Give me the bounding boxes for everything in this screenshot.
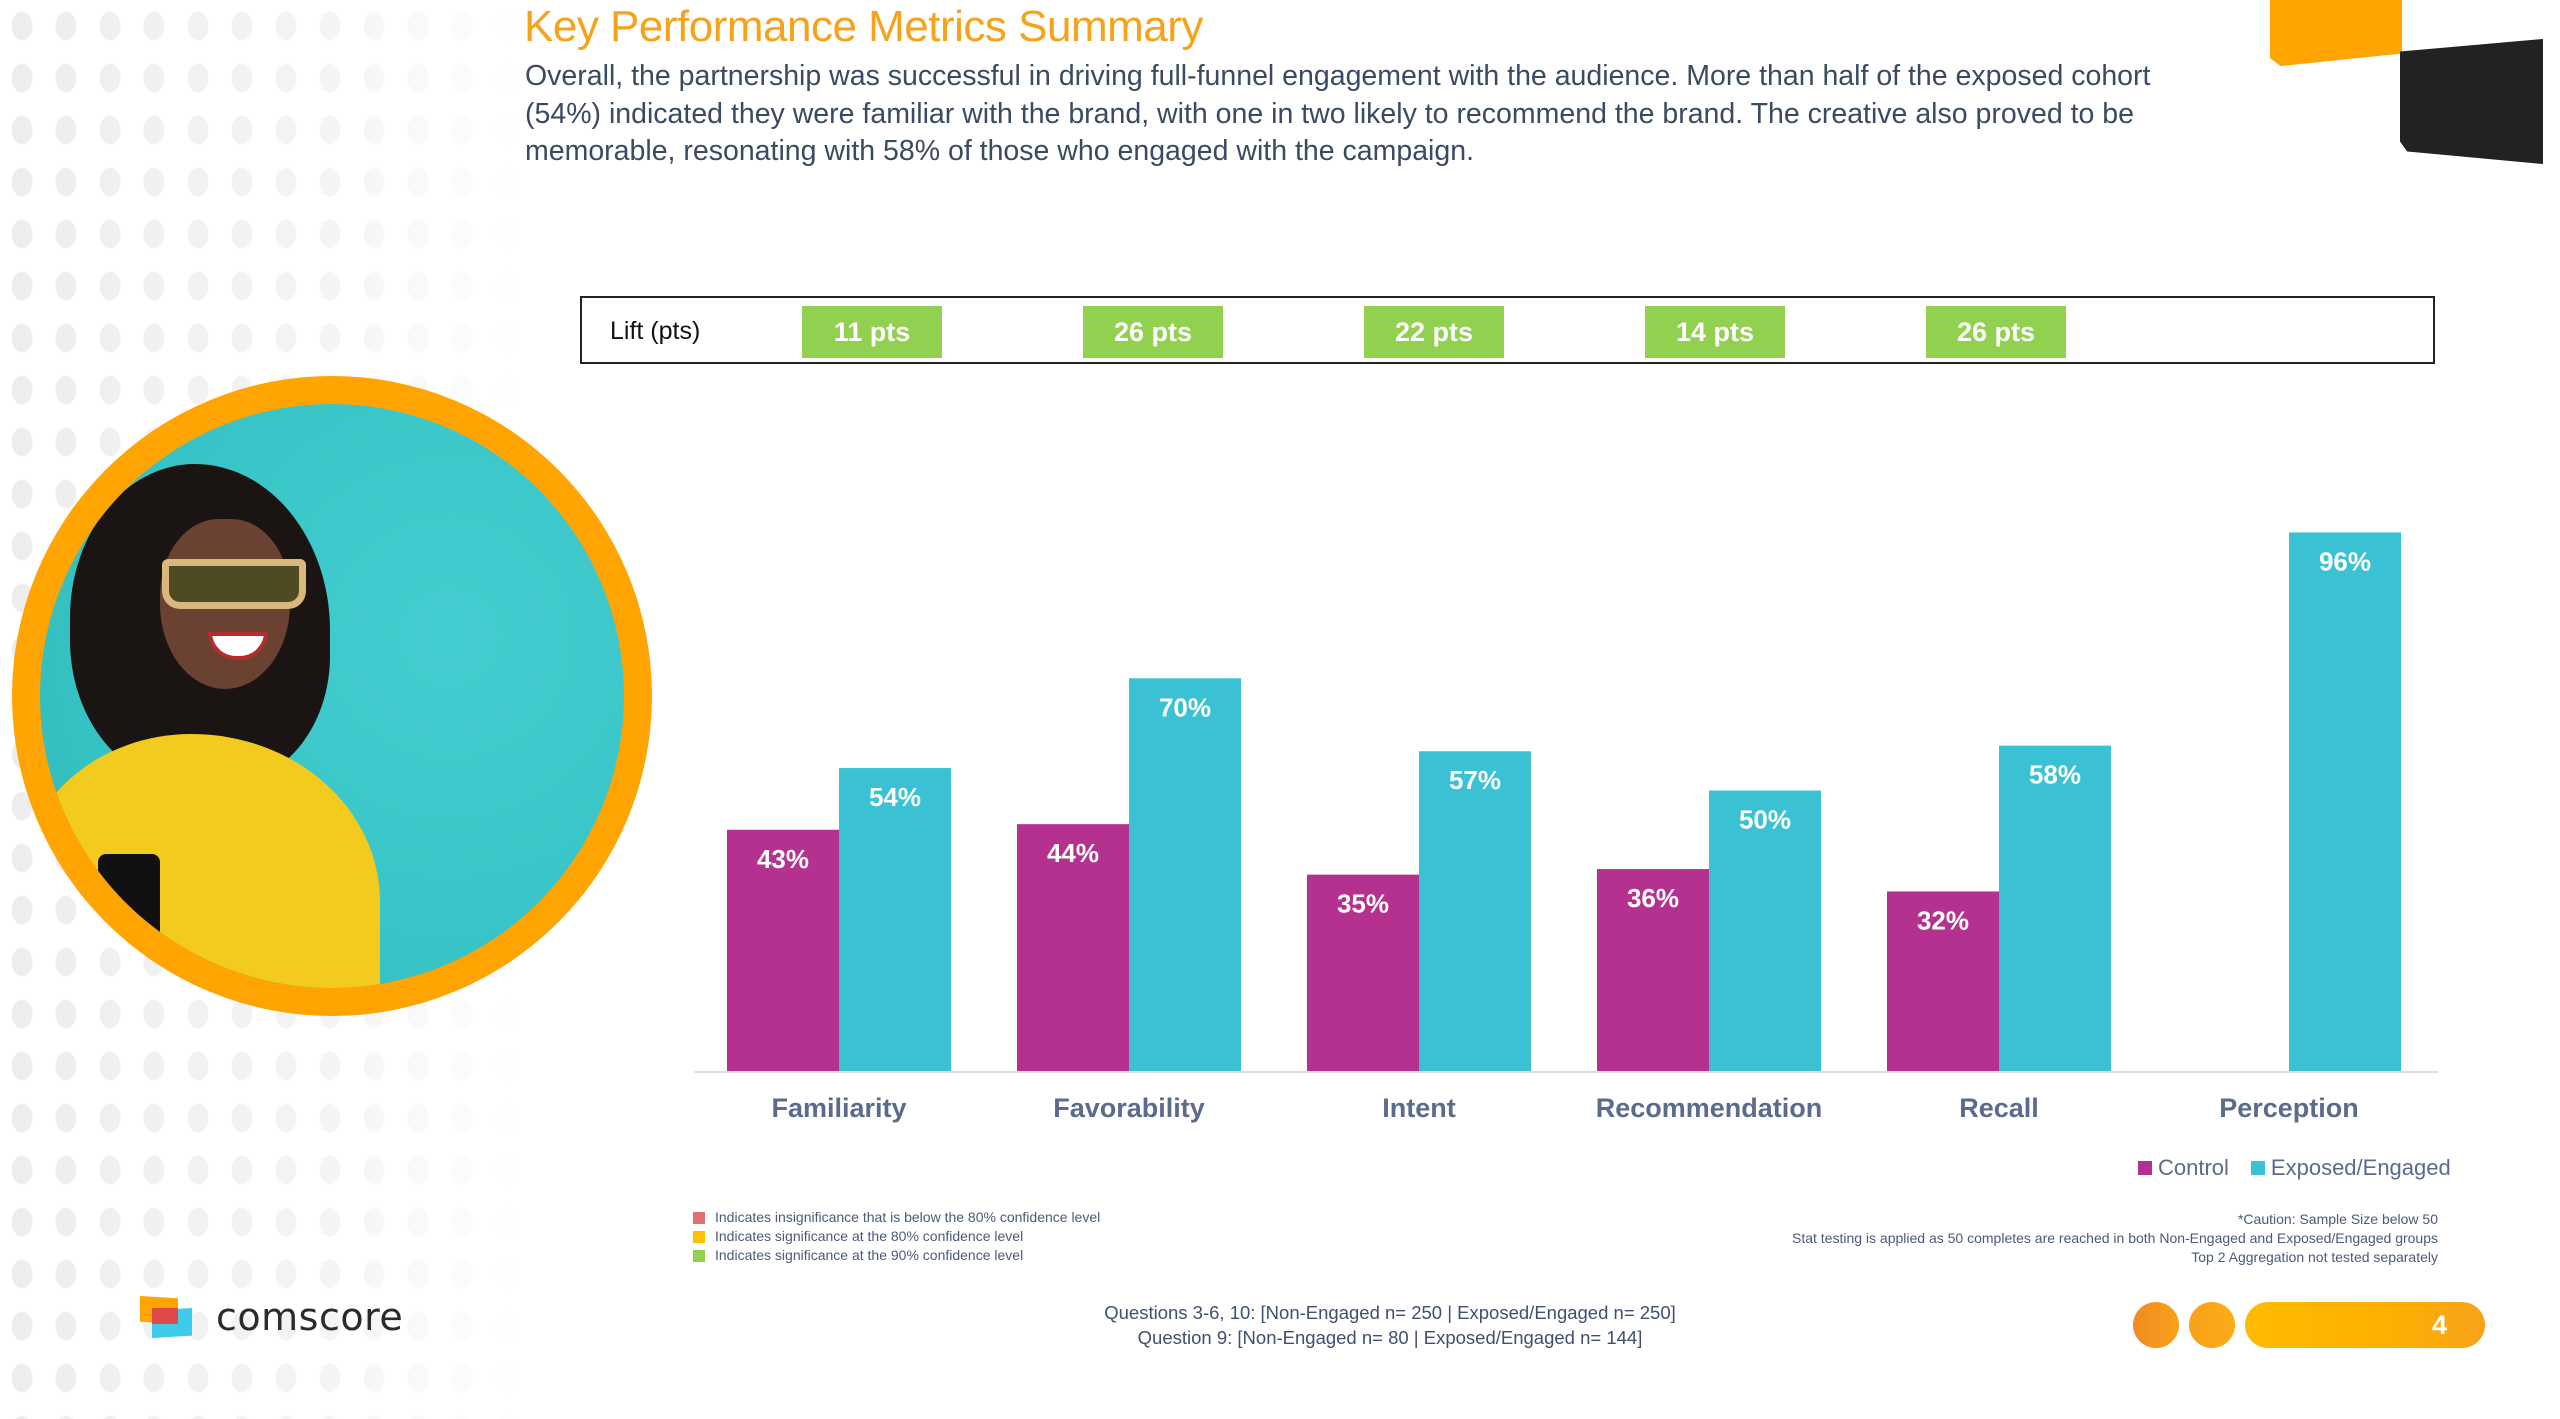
data-label-recall-control: 32% <box>1917 905 1969 935</box>
stat-notes: *Caution: Sample Size below 50 Stat test… <box>1792 1210 2438 1267</box>
lift-badge-recommendation: 14 pts <box>1645 306 1785 358</box>
bar-recommendation-control <box>1597 869 1709 1071</box>
bar-intent-control <box>1307 874 1419 1071</box>
legend-item-control: Control <box>2138 1155 2229 1181</box>
lift-label: Lift (pts) <box>610 317 701 345</box>
comscore-logo-icon <box>140 1296 194 1338</box>
sample-size-line-1: Questions 3-6, 10: [Non-Engaged n= 250 |… <box>1104 1302 1676 1323</box>
page-title: Key Performance Metrics Summary <box>524 2 1203 51</box>
data-label-favorability-control: 44% <box>1047 838 1099 868</box>
data-label-perception-exposed-engaged: 96% <box>2319 546 2371 576</box>
page-number-pill: 4 <box>2245 1302 2485 1348</box>
bar-favorability-control <box>1017 824 1129 1071</box>
significance-key-item: Indicates significance at the 90% confid… <box>693 1246 1100 1265</box>
caution-note: *Caution: Sample Size below 50 <box>2237 1211 2438 1227</box>
corner-decoration-orange <box>2270 0 2402 66</box>
chart-legend: Control Exposed/Engaged <box>2138 1155 2451 1181</box>
category-label-familiarity: Familiarity <box>771 1093 906 1123</box>
significance-key-item: Indicates significance at the 80% confid… <box>693 1227 1100 1246</box>
category-label-recall: Recall <box>1959 1093 2039 1123</box>
legend-label-control: Control <box>2158 1155 2229 1180</box>
data-label-intent-exposed-engaged: 57% <box>1449 765 1501 795</box>
category-label-recommendation: Recommendation <box>1596 1093 1823 1123</box>
bar-perception-exposed-engaged <box>2289 532 2401 1071</box>
page-indicator: 4 <box>2133 1302 2485 1348</box>
sample-size-line-2: Question 9: [Non-Engaged n= 80 | Exposed… <box>1137 1327 1643 1348</box>
person-photo <box>40 404 624 988</box>
category-label-intent: Intent <box>1382 1093 1456 1123</box>
legend-item-exposed: Exposed/Engaged <box>2250 1155 2451 1181</box>
sunglasses-illustration <box>162 559 306 609</box>
data-label-favorability-exposed-engaged: 70% <box>1159 692 1211 722</box>
bar-familiarity-exposed-engaged <box>839 768 951 1071</box>
data-label-recommendation-exposed-engaged: 50% <box>1739 805 1791 835</box>
lift-badge-intent: 22 pts <box>1364 306 1504 358</box>
bar-recall-control <box>1887 891 1999 1071</box>
lift-badge-familiarity: 11 pts <box>802 306 942 358</box>
page-dot-2 <box>2189 1302 2235 1348</box>
stat-testing-note: Stat testing is applied as 50 completes … <box>1792 1230 2438 1246</box>
significance-swatch-red <box>693 1211 705 1224</box>
aggregation-note: Top 2 Aggregation not tested separately <box>2191 1249 2438 1265</box>
corner-decoration-black <box>2400 39 2543 164</box>
lift-row: Lift (pts) 11 pts 26 pts 22 pts 14 pts 2… <box>580 296 2435 364</box>
data-label-familiarity-control: 43% <box>757 844 809 874</box>
data-label-recall-exposed-engaged: 58% <box>2029 760 2081 790</box>
legend-swatch-exposed <box>2250 1161 2265 1175</box>
significance-swatch-yellow <box>693 1230 705 1243</box>
page-dot-1 <box>2133 1302 2179 1348</box>
legend-swatch-control <box>2138 1161 2152 1175</box>
lift-badge-favorability: 26 pts <box>1083 306 1223 358</box>
summary-paragraph: Overall, the partnership was successful … <box>525 60 2151 167</box>
category-label-favorability: Favorability <box>1053 1093 1205 1123</box>
category-label-perception: Perception <box>2219 1093 2359 1123</box>
data-label-familiarity-exposed-engaged: 54% <box>869 782 921 812</box>
bar-familiarity-control <box>727 829 839 1071</box>
significance-key: Indicates insignificance that is below t… <box>693 1208 1100 1265</box>
significance-key-item: Indicates insignificance that is below t… <box>693 1208 1100 1227</box>
bar-recall-exposed-engaged <box>1999 745 2111 1071</box>
legend-label-exposed: Exposed/Engaged <box>2270 1155 2451 1180</box>
person-photo-circle <box>12 376 652 1016</box>
bar-favorability-exposed-engaged <box>1129 678 1241 1071</box>
bar-intent-exposed-engaged <box>1419 751 1531 1071</box>
data-label-intent-control: 35% <box>1337 889 1389 919</box>
comscore-logo: comscore <box>140 1295 403 1339</box>
significance-swatch-green <box>693 1249 705 1262</box>
bar-recommendation-exposed-engaged <box>1709 790 1821 1071</box>
lift-badge-recall: 26 pts <box>1926 306 2066 358</box>
data-label-recommendation-control: 36% <box>1627 883 1679 913</box>
sample-size-notes: Questions 3-6, 10: [Non-Engaged n= 250 |… <box>1060 1300 1720 1350</box>
page-number: 4 <box>2431 1309 2447 1340</box>
brand-name: comscore <box>216 1295 404 1339</box>
